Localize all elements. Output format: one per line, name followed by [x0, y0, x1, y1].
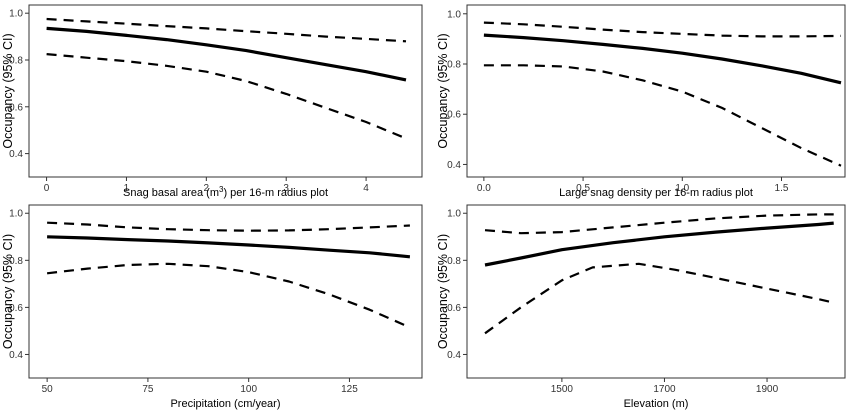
y-tick-label: 0.8: [9, 55, 23, 66]
panel-border: [28, 4, 423, 178]
y-tick-label: 0.8: [447, 60, 461, 71]
y-tick-label: 1.0: [9, 209, 23, 220]
series-lower-ci: [484, 262, 834, 335]
x-tick-label: 0: [44, 183, 50, 194]
series-lower-ci: [46, 53, 407, 140]
series-upper-ci: [46, 17, 407, 43]
y-tick-label: 0.4: [9, 149, 23, 160]
x-tick-label: 125: [341, 384, 358, 395]
series-lower-ci: [46, 262, 411, 329]
x-axis-title: Snag basal area (m3) per 16-m radius plo…: [123, 185, 328, 199]
series-lower-ci: [483, 64, 842, 167]
x-tick-label: 1900: [756, 384, 779, 395]
y-axis-title: Occupancy (95% CI): [1, 234, 15, 349]
x-tick-label: 2: [204, 183, 210, 194]
y-tick-label: 0.6: [447, 110, 461, 121]
x-tick-label: 1.0: [675, 183, 689, 194]
panel-precipitation: 50 75 100 125 0.4 0.6 0.8 1.0 Precipitation (cm/…: [1, 204, 423, 410]
series-upper-ci: [47, 221, 410, 232]
x-tick-label: 75: [142, 384, 154, 395]
y-tick-label: 1.0: [447, 9, 461, 20]
series-estimate: [484, 221, 834, 267]
panel-border: [466, 204, 846, 379]
x-axis-title: Precipitation (cm/year): [170, 398, 280, 410]
panel-border: [466, 4, 846, 178]
y-axis-title: Occupancy (95% CI): [436, 33, 450, 148]
x-tick-label: 1500: [551, 384, 574, 395]
x-tick-label: 0.5: [576, 183, 590, 194]
series-estimate: [47, 235, 411, 259]
x-tick-label: 3: [283, 183, 289, 194]
x-tick-label: 1.5: [775, 183, 789, 194]
y-axis-title: Occupancy (95% CI): [1, 33, 15, 148]
x-tick-label: 1: [124, 183, 130, 194]
series-upper-ci: [484, 213, 834, 235]
y-tick-label: 0.4: [447, 160, 461, 171]
series-estimate: [46, 26, 407, 82]
panel-snag-basal-area: 0 1 2 3 4 0.4 0.6 0.8 1.0 Snag basal area (m3) pe…: [1, 4, 423, 199]
y-tick-label: 0.4: [9, 350, 23, 361]
panel-border: [28, 204, 423, 379]
x-tick-label: 100: [240, 384, 257, 395]
y-tick-label: 0.8: [447, 256, 461, 267]
x-axis-title: Elevation (m): [624, 398, 689, 410]
y-tick-label: 1.0: [447, 209, 461, 220]
y-tick-label: 0.4: [447, 350, 461, 361]
y-tick-label: 0.6: [447, 303, 461, 314]
y-tick-label: 0.6: [9, 102, 23, 113]
x-tick-label: 1700: [653, 384, 676, 395]
y-tick-label: 0.8: [9, 256, 23, 267]
x-tick-label: 4: [363, 183, 369, 194]
x-tick-label: 0.0: [477, 183, 491, 194]
series-upper-ci: [483, 21, 842, 38]
panel-elevation: 1500 1700 1900 0.4 0.6 0.8 1.0 Elevation (m) Occ…: [436, 204, 846, 410]
y-tick-label: 0.6: [9, 303, 23, 314]
x-tick-label: 50: [42, 384, 54, 395]
series-estimate: [483, 33, 842, 85]
y-axis-title: Occupancy (95% CI): [436, 234, 450, 349]
x-axis-title: Large snag density per 16-m radius plot: [559, 187, 753, 199]
y-tick-label: 1.0: [9, 9, 23, 20]
